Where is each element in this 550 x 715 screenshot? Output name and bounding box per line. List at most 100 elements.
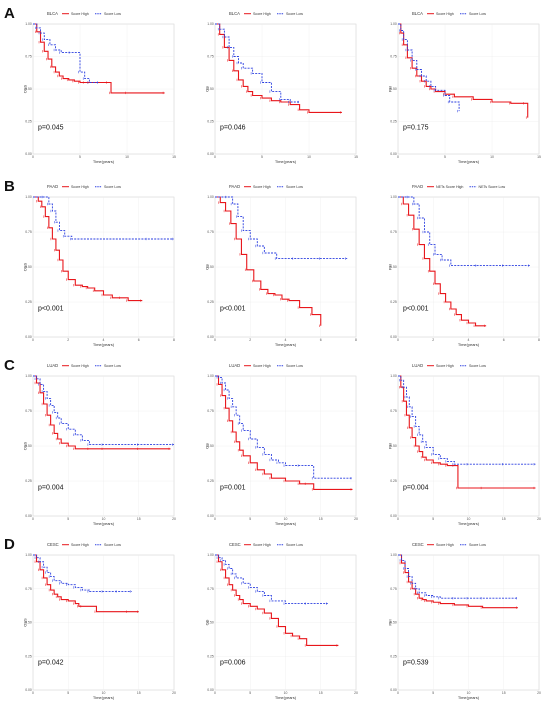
x-tick-label: 15 [319,517,323,521]
x-tick-label: 0 [214,155,216,159]
x-axis-label: Time(years) [275,695,297,700]
legend-label-low: Score Low [286,12,303,16]
y-tick-label: 0.25 [25,479,32,483]
y-axis-label: PFI [388,86,393,92]
panel-cesc-pfi: CESC Score High Score Low 0.00 0.25 0.50 0.75 1… [388,542,541,700]
series-line-high [215,23,342,113]
x-tick-label: 20 [354,691,358,695]
series-line-low [33,375,174,446]
x-tick-label: 10 [284,517,288,521]
y-tick-label: 0.75 [207,230,214,234]
y-tick-label: 0.75 [25,587,32,591]
y-tick-label: 0.00 [390,688,397,692]
y-tick-label: 0.00 [25,152,32,156]
x-tick-label: 20 [172,691,176,695]
panel-blca-oss: BLCA Score High Score Low 0.00 0.25 0.50 0.75 1… [23,11,176,164]
x-axis-label: Time(years) [275,342,297,347]
x-tick-label: 10 [307,155,311,159]
legend-label-high: Score High [253,12,271,16]
y-tick-label: 0.25 [390,300,397,304]
legend-label-low: Score Low [104,12,121,16]
y-tick-label: 0.75 [25,55,32,59]
x-tick-label: 0 [214,691,216,695]
x-tick-label: 5 [249,691,251,695]
y-tick-label: 0.25 [207,300,214,304]
panel-title: PAAD [229,184,240,189]
series-line-low [215,375,353,479]
x-tick-label: 20 [172,517,176,521]
series-line-high [33,196,143,302]
legend-label-low: Score Low [469,12,486,16]
y-tick-label: 0.50 [390,444,397,448]
y-tick-label: 0.00 [25,335,32,339]
y-tick-label: 1.00 [390,553,397,557]
x-axis-label: Time(years) [93,695,115,700]
row-letter-b: B [4,178,15,195]
series-line-low [398,196,531,267]
x-tick-label: 8 [173,338,175,342]
y-tick-label: 1.00 [207,374,214,378]
y-tick-label: 1.00 [207,195,214,199]
p-value: p<0.001 [403,305,429,312]
y-tick-label: 1.00 [207,553,214,557]
y-tick-label: 0.00 [390,335,397,339]
x-tick-label: 20 [354,517,358,521]
x-tick-label: 15 [502,691,506,695]
row-letter-c: C [4,357,15,374]
x-axis-label: Time(years) [93,342,115,347]
y-axis-label: OS [205,443,210,449]
panel-title: PAAD [47,184,58,189]
x-tick-label: 4 [468,338,470,342]
x-axis-label: Time(years) [458,695,480,700]
x-tick-label: 15 [537,155,541,159]
y-tick-label: 0.25 [390,479,397,483]
y-tick-label: 0.75 [207,409,214,413]
x-tick-label: 15 [137,517,141,521]
y-tick-label: 0.50 [390,265,397,269]
legend-label-low: NETs Score Low [479,185,506,189]
y-tick-label: 0.00 [207,335,214,339]
legend-label-high: NETs Score High [436,185,463,189]
p-value: p=0.001 [220,484,246,491]
legend-label-low: Score Low [286,364,303,368]
x-tick-label: 0 [32,155,34,159]
y-tick-label: 0.00 [207,514,214,518]
y-axis-label: OSS [23,84,28,93]
x-tick-label: 0 [214,338,216,342]
legend-label-high: Score High [253,364,271,368]
panel-title: CESC [412,542,424,547]
x-tick-label: 8 [355,338,357,342]
p-value: p=0.175 [403,124,429,131]
x-axis-label: Time(years) [458,342,480,347]
series-line-low [215,554,328,605]
panel-title: LUAD [47,363,58,368]
x-tick-label: 0 [397,155,399,159]
panel-title: CESC [47,542,59,547]
y-tick-label: 0.25 [390,120,397,124]
y-tick-label: 0.50 [207,87,214,91]
legend-label-low: Score Low [286,185,303,189]
x-tick-label: 15 [172,155,176,159]
x-tick-label: 20 [537,517,541,521]
y-tick-label: 0.00 [207,688,214,692]
y-axis-label: OS [205,619,210,625]
y-tick-label: 0.25 [25,654,32,658]
y-tick-label: 1.00 [25,553,32,557]
x-tick-label: 5 [67,691,69,695]
x-tick-label: 5 [432,691,434,695]
y-tick-label: 0.75 [390,409,397,413]
y-axis-label: PFI [388,443,393,449]
series-line-low [215,23,300,103]
legend-label-high: Score High [71,185,89,189]
panel-title: BLCA [229,11,240,16]
panel-paad-os: PAAD Score High Score Low 0.00 0.25 0.50 0.75 1… [205,184,358,347]
x-tick-label: 6 [503,338,505,342]
y-axis-label: OSS [23,618,28,627]
series-line-low [398,554,518,599]
legend-label-low: Score Low [104,185,121,189]
x-tick-label: 0 [397,517,399,521]
panel-title: CESC [229,542,241,547]
series-line-high [398,196,487,327]
x-tick-label: 10 [125,155,129,159]
